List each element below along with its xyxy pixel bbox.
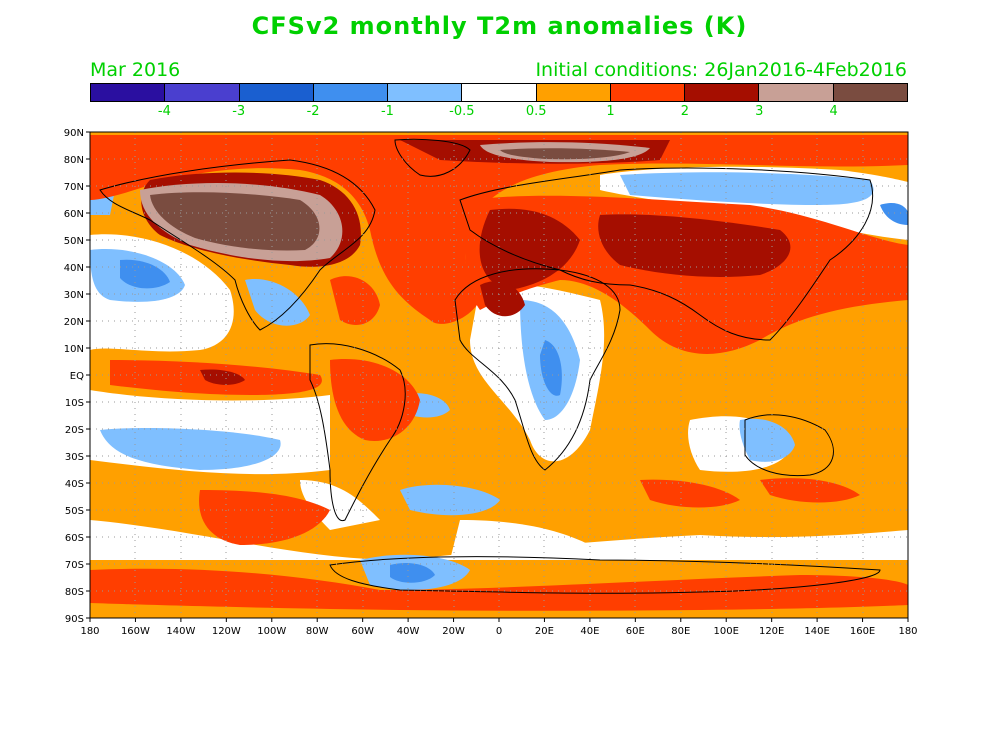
colorbar-swatch-9	[759, 84, 834, 101]
colorbar-swatch-7	[610, 84, 686, 101]
initial-conditions-label: Initial conditions: 26Jan2016-4Feb2016	[535, 59, 907, 81]
lat-label: 60N	[64, 209, 84, 220]
lon-label: 140W	[166, 626, 195, 637]
lat-label: 70S	[65, 560, 84, 571]
lon-label: 160W	[121, 626, 150, 637]
colorbar-label: 3	[755, 104, 764, 119]
colorbar-label: 4	[829, 104, 838, 119]
longitude-axis: 180 160W 140W 120W 100W 80W 60W 40W 20W 0 20E 40E 60…	[80, 618, 918, 637]
colorbar-swatch-4	[388, 84, 463, 101]
latitude-axis: 90N 80N 70N 60N 50N 40N 30N 20N 10N EQ 10S 20S 30S 40…	[64, 128, 90, 625]
colorbar-swatch-6	[536, 84, 611, 101]
lon-label: 60W	[351, 626, 374, 637]
lon-label: 80W	[306, 626, 329, 637]
lon-label: 60E	[626, 626, 645, 637]
lon-label: 160E	[850, 626, 875, 637]
colorbar-label: 0.5	[525, 104, 547, 119]
valid-month-label: Mar 2016	[90, 59, 181, 81]
lon-label: 40E	[580, 626, 599, 637]
lon-label: 40W	[397, 626, 420, 637]
lat-label: 70N	[64, 182, 84, 193]
coastlines	[99, 138, 881, 594]
colorbar-label: 1	[606, 104, 615, 119]
colorbar	[90, 83, 908, 102]
lat-label: 30N	[64, 290, 84, 301]
lat-label: 90S	[65, 614, 84, 625]
colorbar-swatch-1	[165, 84, 240, 101]
colorbar-swatch-2	[239, 84, 314, 101]
lon-label: 0	[496, 626, 502, 637]
lat-label: 10N	[64, 344, 84, 355]
max-warm-regions	[150, 148, 630, 251]
colorbar-swatch-3	[313, 84, 389, 101]
lat-label: 50N	[64, 236, 84, 247]
lon-label: 120E	[759, 626, 784, 637]
colorbar-swatch-10	[833, 84, 907, 101]
lon-label: 80E	[671, 626, 690, 637]
colorbar-swatch-0	[91, 84, 166, 101]
colorbar-swatch-5	[462, 84, 537, 101]
colorbar-swatch-8	[685, 84, 760, 101]
lat-label: 80S	[65, 587, 84, 598]
colorbar-label: -3	[232, 104, 246, 119]
graticule	[90, 132, 908, 618]
colorbar-label: -2	[306, 104, 320, 119]
lon-label: 20W	[442, 626, 465, 637]
lon-label: 120W	[212, 626, 241, 637]
lat-label: 20S	[65, 425, 84, 436]
colorbar-labels: -4 -3 -2 -1 -0.5 0.5 1 2 3 4	[90, 104, 908, 120]
lon-label: 100W	[257, 626, 286, 637]
lat-label: 20N	[64, 317, 84, 328]
lon-label: 140E	[804, 626, 829, 637]
lat-label: 30S	[65, 452, 84, 463]
lat-label: EQ	[70, 371, 84, 382]
lon-label: 180	[80, 626, 99, 637]
lon-label: 20E	[535, 626, 554, 637]
lat-label: 40N	[64, 263, 84, 274]
lat-label: 90N	[64, 128, 84, 139]
lat-label: 40S	[65, 479, 84, 490]
lat-label: 60S	[65, 533, 84, 544]
map-title: CFSv2 monthly T2m anomalies (K)	[251, 12, 748, 40]
colorbar-label: -4	[157, 104, 171, 119]
lon-label: 100E	[714, 626, 739, 637]
lon-label: 180	[898, 626, 917, 637]
lat-label: 10S	[65, 398, 84, 409]
colorbar-label: -0.5	[449, 104, 475, 119]
lat-label: 50S	[65, 506, 84, 517]
lat-label: 80N	[64, 155, 84, 166]
colorbar-label: -1	[380, 104, 394, 119]
colorbar-label: 2	[680, 104, 690, 119]
